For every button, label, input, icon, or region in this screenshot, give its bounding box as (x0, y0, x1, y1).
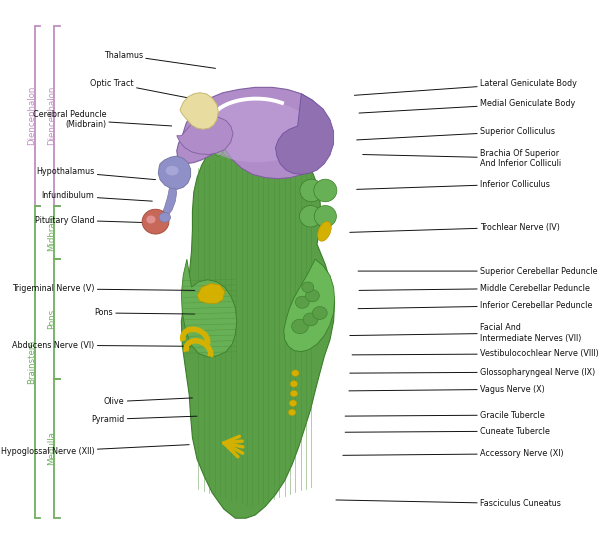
Ellipse shape (299, 206, 322, 227)
Ellipse shape (314, 206, 337, 227)
Text: Olive: Olive (104, 397, 193, 406)
Ellipse shape (292, 370, 299, 376)
Text: Pyramid: Pyramid (91, 415, 197, 424)
Text: Abducens Nerve (VI): Abducens Nerve (VI) (13, 341, 190, 350)
Text: Accessory Nerve (XI): Accessory Nerve (XI) (343, 449, 563, 458)
Ellipse shape (278, 138, 288, 155)
Ellipse shape (296, 136, 307, 157)
Polygon shape (162, 188, 177, 217)
Ellipse shape (287, 137, 297, 156)
Text: Inferior Cerebellar Peduncle: Inferior Cerebellar Peduncle (358, 301, 592, 310)
Text: Cerebral Peduncle
(Midbrain): Cerebral Peduncle (Midbrain) (32, 110, 172, 129)
Text: Diencephalon: Diencephalon (28, 86, 37, 145)
Text: Trochlear Nerve (IV): Trochlear Nerve (IV) (350, 222, 560, 232)
Text: Brachia Of Superior
And Inferior Colliculi: Brachia Of Superior And Inferior Collicu… (363, 148, 561, 168)
Text: Vagus Nerve (X): Vagus Nerve (X) (349, 385, 545, 394)
Ellipse shape (204, 138, 214, 155)
Text: Inferior Colliculus: Inferior Colliculus (357, 179, 550, 190)
Text: Thalamus: Thalamus (104, 51, 215, 69)
Text: Lateral Geniculate Body: Lateral Geniculate Body (355, 78, 577, 95)
Text: Diencephalon: Diencephalon (47, 86, 56, 145)
Ellipse shape (292, 319, 308, 334)
Polygon shape (197, 284, 225, 303)
Ellipse shape (313, 307, 327, 320)
Text: Optic Tract: Optic Tract (91, 78, 188, 98)
Polygon shape (181, 137, 335, 518)
Polygon shape (275, 94, 334, 174)
Ellipse shape (213, 137, 223, 156)
Ellipse shape (314, 179, 337, 202)
Text: Fasciculus Cuneatus: Fasciculus Cuneatus (336, 499, 561, 508)
Ellipse shape (269, 139, 279, 154)
Text: Superior Cerebellar Peduncle: Superior Cerebellar Peduncle (358, 267, 598, 275)
Ellipse shape (295, 296, 309, 308)
Text: Pons: Pons (94, 308, 195, 318)
Ellipse shape (142, 210, 169, 234)
Polygon shape (177, 116, 233, 154)
Ellipse shape (223, 136, 233, 157)
Ellipse shape (146, 215, 155, 224)
Ellipse shape (259, 139, 269, 153)
Ellipse shape (159, 213, 170, 222)
Polygon shape (177, 87, 329, 179)
Text: Hypoglossal Nerve (XII): Hypoglossal Nerve (XII) (1, 444, 189, 456)
Text: Cuneate Tubercle: Cuneate Tubercle (345, 427, 550, 436)
Ellipse shape (289, 409, 296, 416)
Ellipse shape (290, 381, 298, 387)
Ellipse shape (302, 282, 314, 293)
Text: Medial Geniculate Body: Medial Geniculate Body (359, 99, 575, 113)
Polygon shape (158, 156, 191, 190)
Ellipse shape (300, 179, 323, 202)
Ellipse shape (166, 166, 179, 176)
Text: Middle Cerebellar Peduncle: Middle Cerebellar Peduncle (359, 284, 590, 293)
Text: Glossopharyngeal Nerve (IX): Glossopharyngeal Nerve (IX) (350, 368, 595, 376)
Polygon shape (180, 93, 218, 129)
Ellipse shape (303, 313, 318, 326)
Ellipse shape (200, 100, 313, 163)
Text: Vestibulocochlear Nerve (VIII): Vestibulocochlear Nerve (VIII) (352, 349, 599, 359)
Text: Facial And
Intermediate Nerves (VII): Facial And Intermediate Nerves (VII) (350, 323, 581, 342)
Text: Medulla: Medulla (47, 431, 56, 465)
Text: Midbrain: Midbrain (47, 214, 56, 251)
Text: Gracile Tubercle: Gracile Tubercle (345, 410, 545, 420)
Text: Hypothalamus: Hypothalamus (37, 167, 155, 180)
Ellipse shape (289, 400, 297, 407)
Ellipse shape (250, 139, 260, 154)
Polygon shape (284, 259, 335, 352)
Text: Superior Colliculus: Superior Colliculus (357, 127, 555, 140)
Ellipse shape (317, 221, 331, 241)
Text: Brainstem: Brainstem (28, 340, 37, 384)
Text: Pons: Pons (47, 309, 56, 329)
Ellipse shape (290, 390, 298, 397)
Ellipse shape (241, 138, 251, 155)
Text: Pituitary Gland: Pituitary Gland (35, 215, 149, 225)
Polygon shape (181, 259, 237, 357)
Ellipse shape (232, 137, 242, 156)
Ellipse shape (305, 290, 319, 302)
Text: Infundibulum: Infundibulum (42, 191, 152, 201)
Text: Trigeminal Nerve (V): Trigeminal Nerve (V) (12, 284, 195, 293)
